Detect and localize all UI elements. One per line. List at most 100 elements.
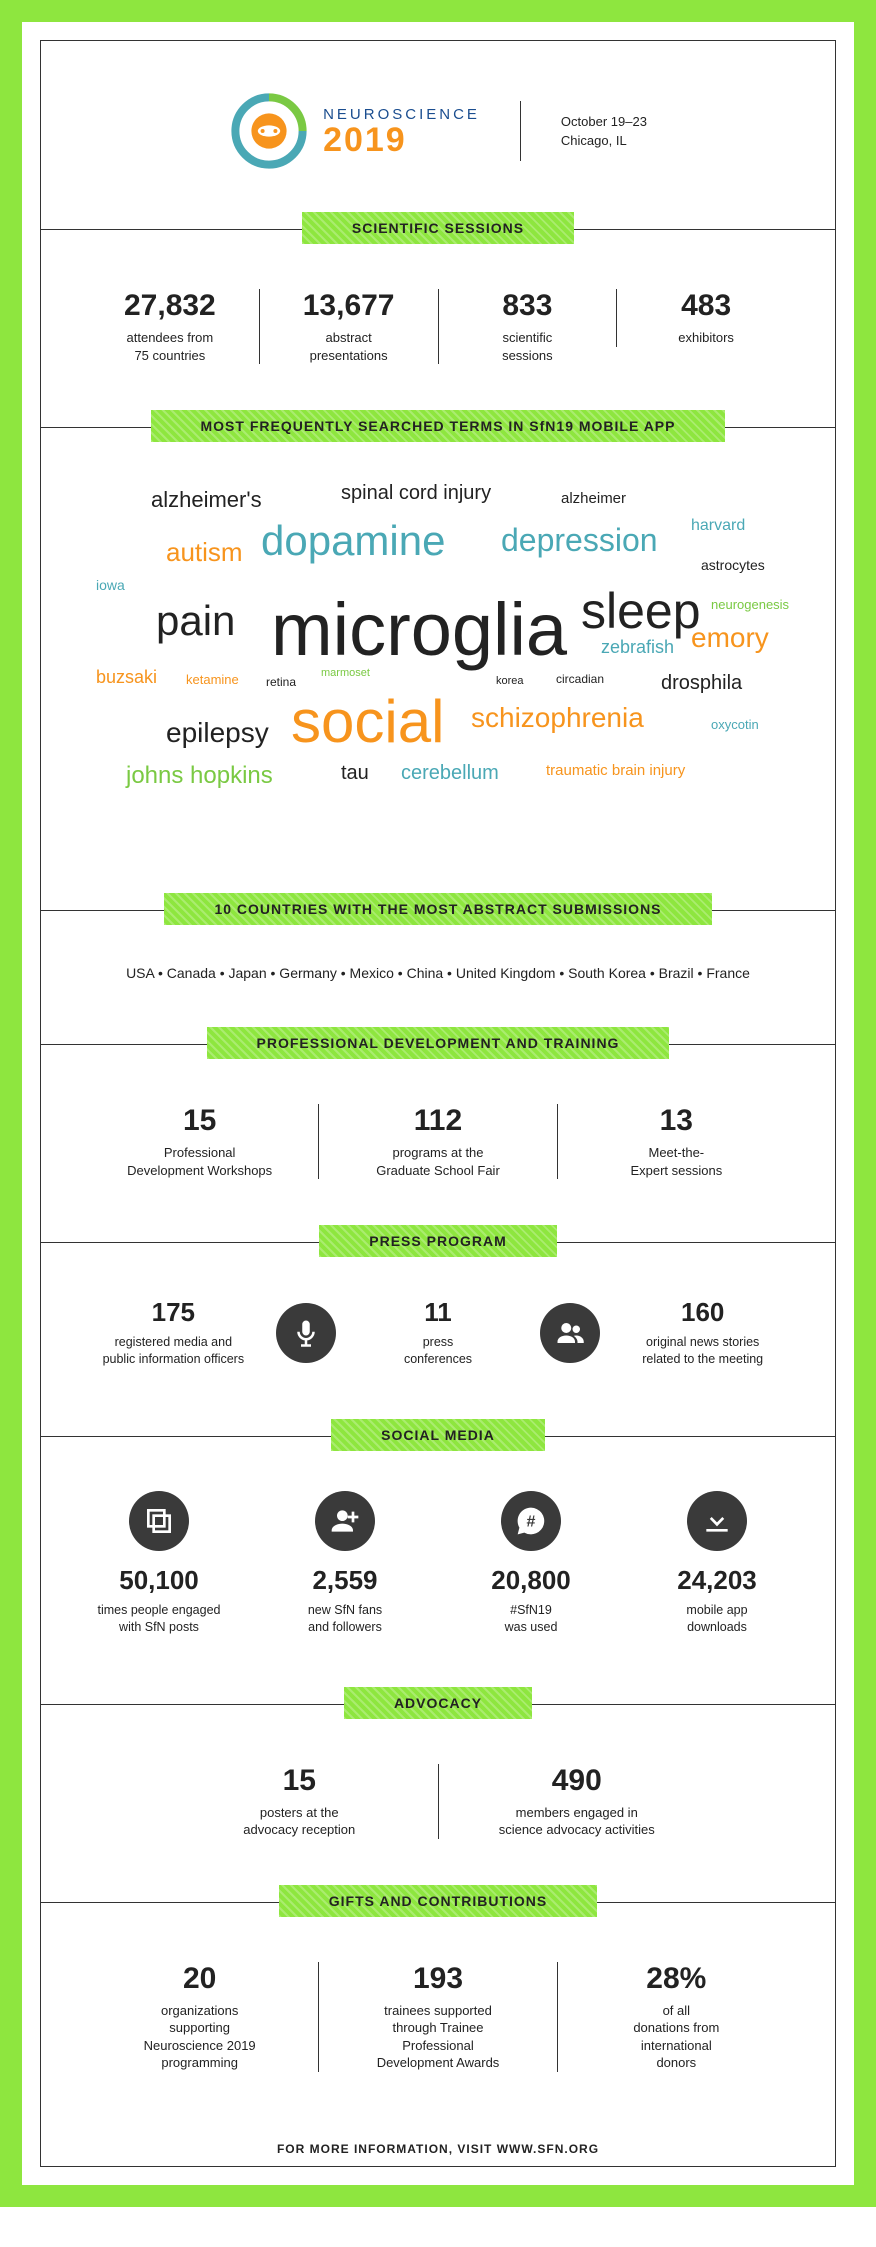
header-divider: [520, 101, 521, 161]
stat-label: posters at theadvocacy reception: [191, 1804, 408, 1839]
banner-countries: 10 COUNTRIES WITH THE MOST ABSTRACT SUBM…: [41, 892, 835, 925]
wordcloud-term: social: [291, 687, 444, 756]
gifts-row: 20 organizationssupportingNeuroscience 2…: [41, 1917, 835, 2117]
wordcloud-term: ketamine: [186, 672, 239, 687]
stat-label: times people engagedwith SfN posts: [81, 1602, 237, 1636]
social-row: 50,100 times people engagedwith SfN post…: [41, 1451, 835, 1686]
stat-label: mobile appdownloads: [639, 1602, 795, 1636]
advocacy-row: 15 posters at theadvocacy reception 490 …: [41, 1719, 835, 1884]
stat-num: 20,800: [453, 1565, 609, 1596]
logo-text: NEUROSCIENCE 2019: [323, 106, 480, 157]
press-row: 175 registered media andpublic informati…: [41, 1257, 835, 1418]
logo-block: NEUROSCIENCE 2019: [229, 91, 480, 171]
wordcloud-term: autism: [166, 537, 243, 568]
stat-num: 15: [111, 1104, 288, 1138]
wordcloud-term: buzsaki: [96, 667, 157, 688]
sfn-logo-icon: [229, 91, 309, 171]
banner-label: MOST FREQUENTLY SEARCHED TERMS IN SfN19 …: [151, 410, 726, 442]
pdt-stats-row: 15 ProfessionalDevelopment Workshops 112…: [41, 1059, 835, 1224]
stat-sessions: 833 scientificsessions: [438, 289, 617, 364]
header: NEUROSCIENCE 2019 October 19–23 Chicago,…: [41, 41, 835, 211]
stat-meet-expert: 13 Meet-the-Expert sessions: [557, 1104, 795, 1179]
banner-label: 10 COUNTRIES WITH THE MOST ABSTRACT SUBM…: [164, 893, 711, 925]
date-location: October 19–23 Chicago, IL: [561, 112, 647, 151]
wordcloud-term: spinal cord injury: [341, 482, 491, 505]
add-user-icon: [315, 1491, 375, 1551]
stat-label: pressconferences: [346, 1334, 531, 1368]
stat-label: new SfN fansand followers: [267, 1602, 423, 1636]
stat-media: 175 registered media andpublic informati…: [81, 1297, 266, 1368]
stat-news-stories: 160 original news storiesrelated to the …: [610, 1297, 795, 1368]
wordcloud-term: drosphila: [661, 672, 742, 695]
stat-trainees: 193 trainees supportedthrough TraineePro…: [318, 1962, 556, 2072]
stat-new-fans: 2,559 new SfN fansand followers: [267, 1491, 423, 1636]
banner-label: ADVOCACY: [344, 1687, 532, 1719]
microphone-icon: [276, 1303, 336, 1363]
stat-grad-programs: 112 programs at theGraduate School Fair: [318, 1104, 556, 1179]
stat-num: 24,203: [639, 1565, 795, 1596]
stat-label: programs at theGraduate School Fair: [349, 1144, 526, 1179]
wordcloud-term: zebrafish: [601, 637, 674, 658]
banner-label: PRESS PROGRAM: [319, 1225, 556, 1257]
stat-num: 193: [349, 1962, 526, 1996]
stat-label: exhibitors: [647, 329, 765, 347]
wordcloud-term: astrocytes: [701, 557, 765, 573]
brand-year: 2019: [323, 123, 480, 157]
download-icon: [687, 1491, 747, 1551]
wordcloud-term: iowa: [96, 577, 125, 593]
wordcloud-term: harvard: [691, 517, 745, 535]
event-dates: October 19–23: [561, 112, 647, 132]
stat-num: 2,559: [267, 1565, 423, 1596]
banner-gifts: GIFTS AND CONTRIBUTIONS: [41, 1884, 835, 1917]
stat-engagements: 50,100 times people engagedwith SfN post…: [81, 1491, 237, 1636]
wordcloud-term: microglia: [271, 587, 567, 672]
banner-searched: MOST FREQUENTLY SEARCHED TERMS IN SfN19 …: [41, 409, 835, 442]
wordcloud-term: epilepsy: [166, 717, 269, 749]
stat-label: scientificsessions: [469, 329, 587, 364]
stat-label: original news storiesrelated to the meet…: [610, 1334, 795, 1368]
stat-workshops: 15 ProfessionalDevelopment Workshops: [81, 1104, 318, 1179]
svg-text:#: #: [527, 1513, 536, 1530]
wordcloud-term: emory: [691, 622, 769, 654]
stat-label: trainees supportedthrough TraineeProfess…: [349, 2002, 526, 2072]
wordcloud-term: neurogenesis: [711, 597, 789, 612]
stat-num: 28%: [588, 1962, 765, 1996]
stat-abstracts: 13,677 abstractpresentations: [259, 289, 438, 364]
wordcloud-term: retina: [266, 675, 296, 689]
stat-label: of alldonations frominternationaldonors: [588, 2002, 765, 2072]
brand-name: NEUROSCIENCE: [323, 106, 480, 123]
banner-pdt: PROFESSIONAL DEVELOPMENT AND TRAINING: [41, 1026, 835, 1059]
banner-press: PRESS PROGRAM: [41, 1224, 835, 1257]
stat-attendees: 27,832 attendees from75 countries: [81, 289, 259, 364]
wordcloud-term: oxycotin: [711, 717, 759, 732]
footer-text: FOR MORE INFORMATION, VISIT WWW.SFN.ORG: [41, 2117, 835, 2166]
stat-num: 13,677: [290, 289, 408, 323]
wordcloud-term: sleep: [581, 582, 701, 640]
stat-num: 490: [469, 1764, 686, 1798]
wordcloud-term: cerebellum: [401, 762, 499, 785]
wordcloud-term: circadian: [556, 672, 604, 686]
stat-num: 11: [346, 1297, 531, 1328]
stat-members: 490 members engaged inscience advocacy a…: [438, 1764, 716, 1839]
stat-num: 27,832: [111, 289, 229, 323]
stat-num: 833: [469, 289, 587, 323]
stat-hashtag: # 20,800 #SfN19was used: [453, 1491, 609, 1636]
wordcloud-term: dopamine: [261, 517, 445, 565]
banner-scientific: SCIENTIFIC SESSIONS: [41, 211, 835, 244]
stat-num: 15: [191, 1764, 408, 1798]
wordcloud-term: depression: [501, 522, 658, 559]
wordcloud-term: alzheimer: [561, 490, 626, 507]
banner-label: GIFTS AND CONTRIBUTIONS: [279, 1885, 597, 1917]
outer-frame: NEUROSCIENCE 2019 October 19–23 Chicago,…: [0, 0, 876, 2207]
stat-num: 112: [349, 1104, 526, 1138]
stat-label: #SfN19was used: [453, 1602, 609, 1636]
stat-posters: 15 posters at theadvocacy reception: [161, 1764, 438, 1839]
countries-list: USA • Canada • Japan • Germany • Mexico …: [41, 925, 835, 1026]
stat-num: 175: [81, 1297, 266, 1328]
stat-label: organizationssupportingNeuroscience 2019…: [111, 2002, 288, 2072]
banner-label: PROFESSIONAL DEVELOPMENT AND TRAINING: [207, 1027, 670, 1059]
stat-label: Meet-the-Expert sessions: [588, 1144, 765, 1179]
wordcloud: microgliasocialsleepdopaminepaindepressi…: [71, 472, 805, 852]
banner-advocacy: ADVOCACY: [41, 1686, 835, 1719]
banner-social: SOCIAL MEDIA: [41, 1418, 835, 1451]
